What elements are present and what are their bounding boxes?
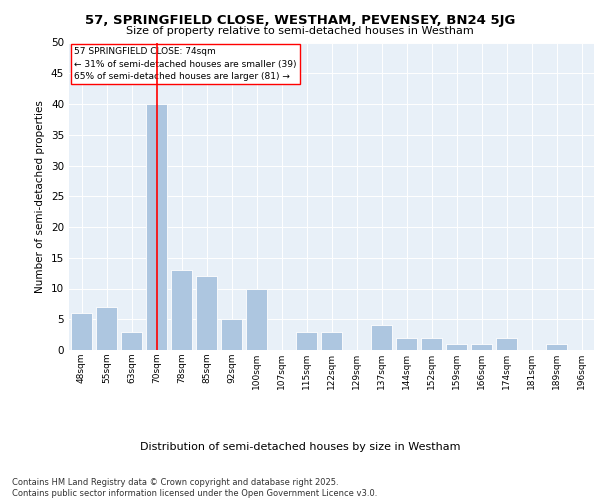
Bar — [296, 332, 317, 350]
Bar — [396, 338, 417, 350]
Bar — [71, 313, 92, 350]
Bar — [496, 338, 517, 350]
Bar — [146, 104, 167, 350]
Bar — [371, 326, 392, 350]
Bar — [221, 320, 242, 350]
Text: 57 SPRINGFIELD CLOSE: 74sqm
← 31% of semi-detached houses are smaller (39)
65% o: 57 SPRINGFIELD CLOSE: 74sqm ← 31% of sem… — [74, 47, 297, 81]
Text: Contains HM Land Registry data © Crown copyright and database right 2025.
Contai: Contains HM Land Registry data © Crown c… — [12, 478, 377, 498]
Text: 57, SPRINGFIELD CLOSE, WESTHAM, PEVENSEY, BN24 5JG: 57, SPRINGFIELD CLOSE, WESTHAM, PEVENSEY… — [85, 14, 515, 27]
Y-axis label: Number of semi-detached properties: Number of semi-detached properties — [35, 100, 46, 292]
Bar — [121, 332, 142, 350]
Bar — [171, 270, 192, 350]
Bar — [321, 332, 342, 350]
Bar — [421, 338, 442, 350]
Text: Size of property relative to semi-detached houses in Westham: Size of property relative to semi-detach… — [126, 26, 474, 36]
Bar — [246, 288, 267, 350]
Bar — [196, 276, 217, 350]
Bar — [546, 344, 567, 350]
Bar — [446, 344, 467, 350]
Bar — [471, 344, 492, 350]
Text: Distribution of semi-detached houses by size in Westham: Distribution of semi-detached houses by … — [140, 442, 460, 452]
Bar — [96, 307, 117, 350]
